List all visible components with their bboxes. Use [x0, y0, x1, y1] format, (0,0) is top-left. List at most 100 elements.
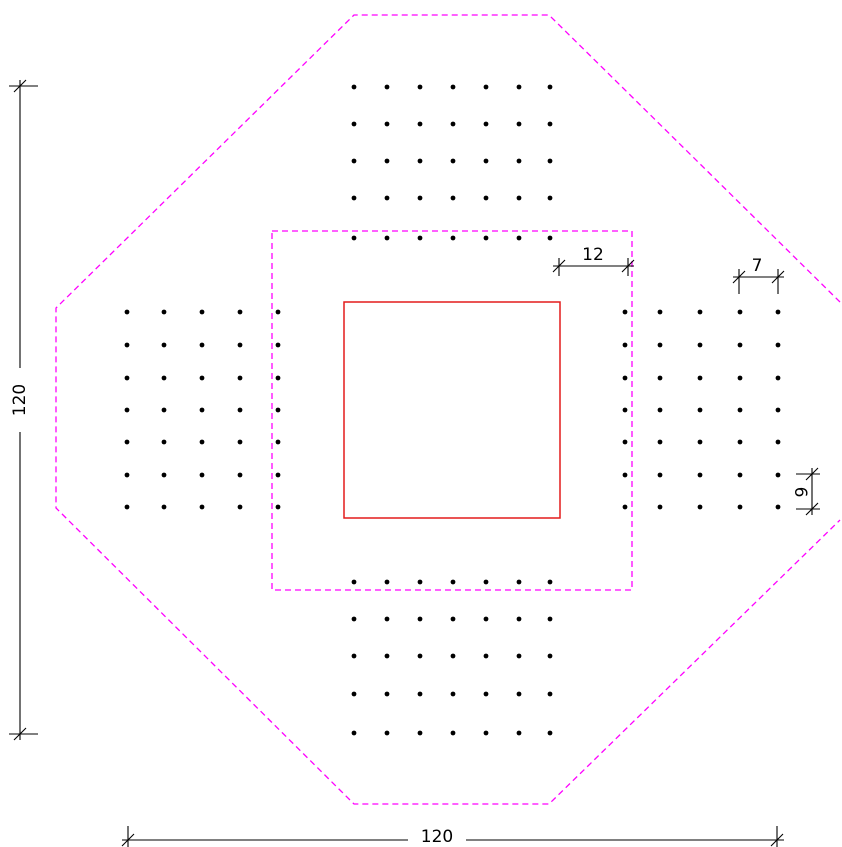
rebar-dot: [737, 472, 743, 478]
rebar-dot: [622, 342, 628, 348]
rebar-dot: [657, 504, 663, 510]
rebar-dot: [199, 439, 205, 445]
rebar-dot: [657, 342, 663, 348]
dot-group-left: [124, 309, 281, 510]
rebar-dot: [547, 84, 553, 90]
rebar-dot: [516, 691, 522, 697]
rebar-dot: [516, 235, 522, 241]
rebar-dot: [450, 616, 456, 622]
dot-group-top: [351, 84, 553, 241]
rebar-dot: [737, 407, 743, 413]
dot-group-right: [622, 309, 781, 510]
rebar-dot: [775, 375, 781, 381]
rebar-dot: [351, 616, 357, 622]
rebar-dot: [417, 653, 423, 659]
rebar-dot: [516, 579, 522, 585]
rebar-dot: [384, 84, 390, 90]
rebar-dot: [737, 439, 743, 445]
spacing-y-label: 6: [790, 487, 810, 498]
rebar-dot: [161, 309, 167, 315]
rebar-dot: [237, 309, 243, 315]
rebar-dot: [516, 616, 522, 622]
rebar-dot: [199, 309, 205, 315]
rebar-dot: [657, 375, 663, 381]
outer-outline: [55, 14, 841, 805]
rebar-dot: [199, 375, 205, 381]
rebar-dot: [657, 439, 663, 445]
rebar-dot: [697, 407, 703, 413]
rebar-dot: [483, 121, 489, 127]
rebar-dot: [697, 472, 703, 478]
rebar-dot: [622, 504, 628, 510]
rebar-dot: [622, 439, 628, 445]
rebar-dot: [384, 653, 390, 659]
rebar-dot: [622, 472, 628, 478]
dimension-vertical: 120: [9, 79, 38, 741]
rebar-dot: [697, 342, 703, 348]
rebar-dot: [516, 158, 522, 164]
rebar-dot: [450, 158, 456, 164]
rebar-dot: [351, 235, 357, 241]
rebar-dot: [697, 504, 703, 510]
rebar-dot: [737, 375, 743, 381]
rebar-dot: [199, 504, 205, 510]
rebar-dot: [450, 691, 456, 697]
rebar-dot: [275, 342, 281, 348]
rebar-dot: [775, 504, 781, 510]
rebar-dot: [417, 616, 423, 622]
rebar-dot: [275, 375, 281, 381]
rebar-dot: [161, 472, 167, 478]
rebar-dot: [622, 375, 628, 381]
rebar-dot: [124, 472, 130, 478]
rebar-dot: [450, 579, 456, 585]
dot-group-bottom: [351, 579, 553, 736]
rebar-dot: [237, 375, 243, 381]
spacing-x-label: 7: [752, 256, 763, 276]
rebar-dot: [547, 730, 553, 736]
rebar-dot: [417, 121, 423, 127]
rebar-dot: [199, 407, 205, 413]
rebar-dot: [657, 309, 663, 315]
rebar-dot: [384, 730, 390, 736]
rebar-dot: [737, 342, 743, 348]
rebar-dot: [547, 653, 553, 659]
rebar-dot: [237, 439, 243, 445]
rebar-dot: [417, 158, 423, 164]
rebar-dots: [124, 84, 781, 736]
rebar-dot: [547, 195, 553, 201]
rebar-dot: [417, 691, 423, 697]
rebar-dot: [622, 309, 628, 315]
rebar-dot: [124, 439, 130, 445]
rebar-dot: [450, 121, 456, 127]
rebar-dot: [697, 375, 703, 381]
rebar-dot: [124, 309, 130, 315]
rebar-dot: [351, 730, 357, 736]
rebar-dot: [237, 342, 243, 348]
rebar-dot: [483, 691, 489, 697]
rebar-dot: [775, 472, 781, 478]
inner-outline: [271, 230, 633, 591]
column-outline: [343, 301, 561, 519]
rebar-dot: [351, 579, 357, 585]
rebar-dot: [384, 195, 390, 201]
rebar-dot: [483, 653, 489, 659]
rebar-dot: [483, 158, 489, 164]
rebar-dot: [737, 504, 743, 510]
dimension-spacing-x: 7: [732, 256, 785, 294]
rebar-dot: [384, 121, 390, 127]
rebar-dot: [417, 730, 423, 736]
rebar-dot: [450, 84, 456, 90]
rebar-dot: [450, 195, 456, 201]
rebar-dot: [657, 407, 663, 413]
rebar-dot: [483, 616, 489, 622]
overall-height-label: 120: [10, 384, 30, 416]
rebar-dot: [384, 691, 390, 697]
rebar-dot: [483, 195, 489, 201]
rebar-dot: [657, 472, 663, 478]
rebar-dot: [237, 407, 243, 413]
dimension-horizontal: 120: [121, 826, 784, 847]
rebar-dot: [384, 158, 390, 164]
rebar-dot: [417, 235, 423, 241]
rebar-dot: [516, 84, 522, 90]
